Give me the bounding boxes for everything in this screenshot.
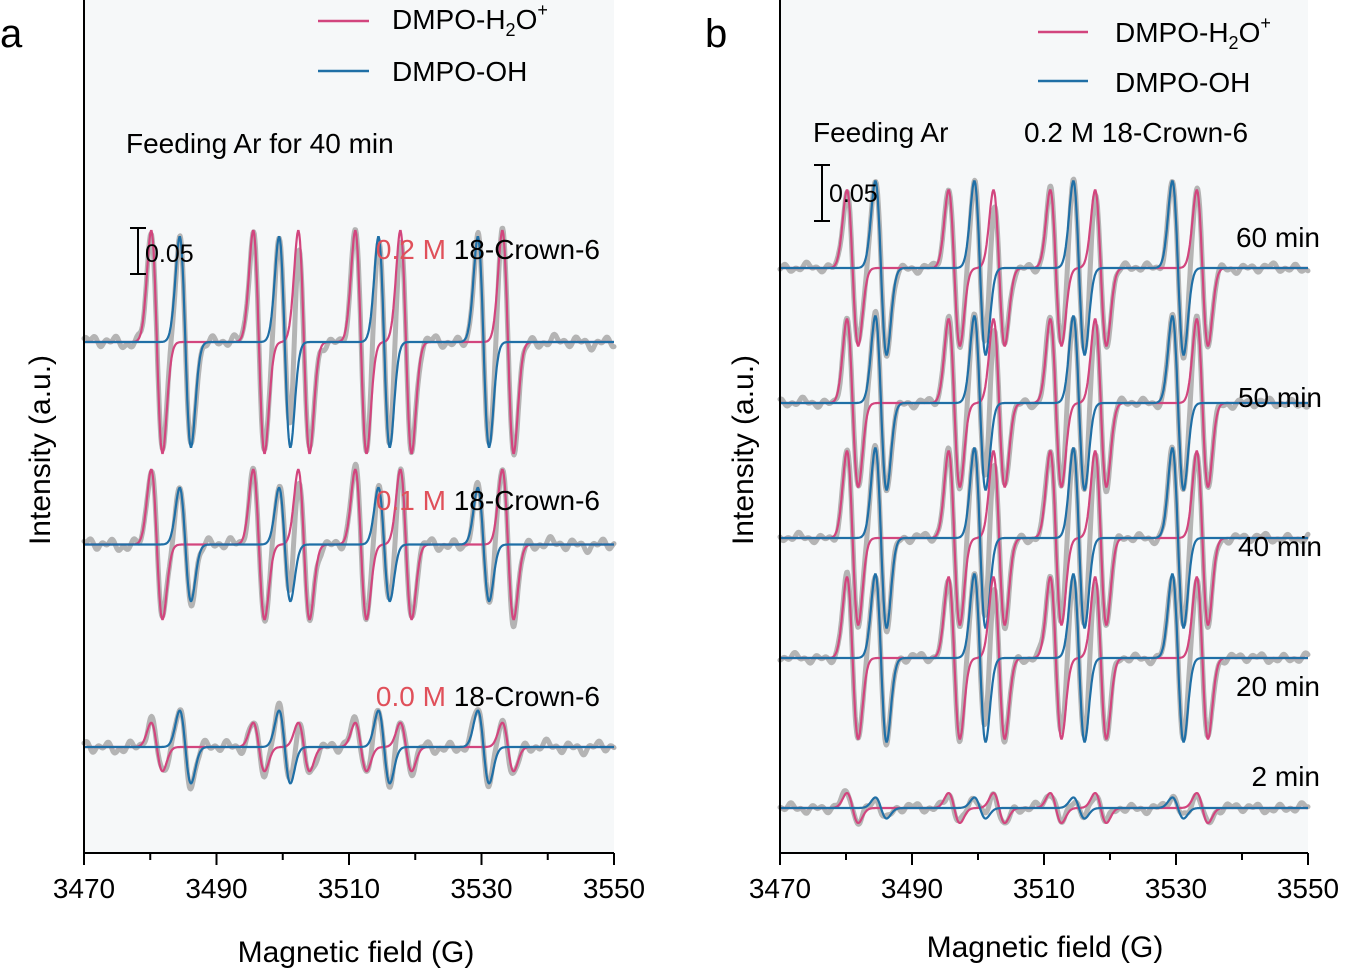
scale-bar-label-b: 0.05 — [829, 180, 878, 208]
h2o-trace-a-0 — [84, 229, 614, 455]
title-a: Feeding Ar for 40 min — [126, 128, 394, 159]
oh-trace-b-1 — [780, 315, 1308, 491]
fit-traces-b — [780, 180, 1308, 824]
x-ticks-a: 3470 3490 3510 3530 3550 — [53, 853, 645, 904]
x-ticks-b: 3470 3490 3510 3530 3550 — [749, 853, 1339, 904]
oh-trace-b-4 — [780, 796, 1308, 820]
x-tick-label-a-0: 3470 — [53, 873, 115, 904]
panel-b: b 3470 3490 3510 3530 3550 DMPO-H2O+ DMPO-OH… — [705, 0, 1339, 964]
series-label-b-3: 20 min — [1236, 671, 1320, 702]
scale-bar-a: 0.05 — [130, 227, 194, 275]
y-axis-label-a: Intensity (a.u.) — [24, 355, 57, 545]
x-tick-label-a-3: 3530 — [450, 873, 512, 904]
x-tick-label-b-0: 3470 — [749, 873, 811, 904]
oh-trace-a-0 — [84, 236, 614, 448]
series-label-a-0: 0.2 M 18-Crown-6 — [376, 234, 600, 265]
legend-label-oh-b: DMPO-OH — [1115, 67, 1250, 98]
legend-b: DMPO-H2O+ DMPO-OH — [1038, 13, 1271, 98]
x-axis-label-a: Magnetic field (G) — [238, 936, 475, 969]
panel-label-a: a — [0, 12, 23, 56]
scale-bar-b: 0.05 — [814, 164, 878, 222]
subtitle-b: 0.2 M 18-Crown-6 — [1024, 117, 1248, 148]
oh-trace-a-2 — [84, 709, 614, 785]
oh-trace-b-0 — [780, 180, 1308, 356]
panel-label-b: b — [705, 12, 727, 56]
h2o-trace-b-1 — [780, 318, 1308, 488]
plot-area-b — [780, 0, 1308, 853]
legend-a: DMPO-H2O+ DMPO-OH — [318, 0, 548, 87]
legend-label-oh: DMPO-OH — [392, 56, 527, 87]
fit-traces-a — [84, 229, 614, 785]
legend-label-h2o-b: DMPO-H2O+ — [1115, 13, 1271, 53]
h2o-trace-b-2 — [780, 450, 1308, 626]
x-tick-label-a-1: 3490 — [185, 873, 247, 904]
x-tick-label-a-2: 3510 — [318, 873, 380, 904]
series-label-b-4: 2 min — [1252, 761, 1320, 792]
x-tick-label-b-1: 3490 — [881, 873, 943, 904]
y-axis-label-b: Intensity (a.u.) — [727, 355, 760, 545]
series-label-a-2: 0.0 M 18-Crown-6 — [376, 681, 600, 712]
scale-bar-label-a: 0.05 — [145, 240, 194, 268]
plot-area-a — [84, 0, 614, 853]
h2o-trace-a-1 — [84, 468, 614, 621]
oh-trace-b-3 — [780, 573, 1308, 743]
h2o-trace-b-0 — [780, 189, 1308, 347]
x-tick-label-b-2: 3510 — [1013, 873, 1075, 904]
x-tick-label-b-4: 3550 — [1277, 873, 1339, 904]
series-label-b-1: 50 min — [1238, 382, 1322, 413]
x-axis-label-b: Magnetic field (G) — [927, 931, 1164, 964]
x-tick-label-a-4: 3550 — [583, 873, 645, 904]
legend-label-h2o: DMPO-H2O+ — [392, 0, 548, 40]
x-tick-label-b-3: 3530 — [1145, 873, 1207, 904]
title-b: Feeding Ar — [813, 117, 948, 148]
series-label-a-1: 0.1 M 18-Crown-6 — [376, 485, 600, 516]
panel-a: a 3470 3490 3510 3530 3550 DMPO-H2O+ DMPO-OH… — [0, 0, 645, 969]
series-label-b-0: 60 min — [1236, 222, 1320, 253]
oh-trace-a-1 — [84, 486, 614, 603]
h2o-trace-b-3 — [780, 576, 1308, 740]
oh-trace-b-2 — [780, 447, 1308, 629]
series-label-b-2: 40 min — [1238, 531, 1322, 562]
